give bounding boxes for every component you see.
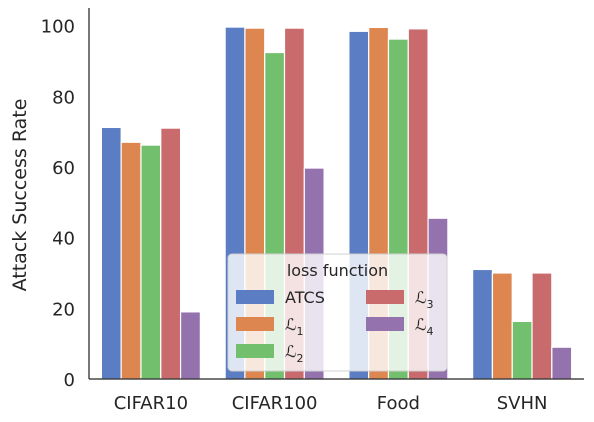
y-tick-label: 60 [52, 158, 75, 179]
legend-swatch [366, 290, 404, 304]
bar-atcs-cifar10 [100, 126, 122, 380]
bar-atcs-svhn [472, 268, 494, 380]
legend-box [227, 253, 448, 372]
y-tick-label: 80 [52, 87, 75, 108]
legend-title: loss function [287, 261, 388, 280]
bar-l3-cifar10 [160, 127, 182, 380]
y-tick-label: 0 [64, 370, 75, 391]
y-tick-label: 40 [52, 229, 75, 250]
legend-item: ℒ1 [236, 315, 304, 338]
x-axis-ticks: CIFAR10 CIFAR100 Food SVHN [114, 393, 548, 414]
legend-swatch [236, 290, 274, 304]
y-tick-label: 20 [52, 299, 75, 320]
y-axis-label: Attack Success Rate [9, 99, 31, 292]
legend-swatch [236, 317, 274, 331]
legend-swatch [236, 344, 274, 358]
bar-l2-cifar10 [140, 144, 162, 380]
y-axis-ticks: 0 20 40 60 80 100 [41, 17, 75, 391]
x-tick-label: CIFAR10 [114, 393, 188, 414]
bar-l4-svhn [551, 346, 573, 380]
bar-l1-svhn [491, 272, 513, 380]
x-tick-label: Food [377, 393, 420, 414]
legend-swatch [366, 317, 404, 331]
x-tick-label: SVHN [497, 393, 548, 414]
x-tick-label: CIFAR100 [232, 393, 318, 414]
bar-l2-svhn [511, 320, 533, 380]
bar-l1-cifar10 [120, 141, 142, 380]
legend-label: ATCS [285, 288, 325, 307]
y-tick-label: 100 [41, 17, 75, 38]
bar-l4-cifar10 [179, 311, 201, 380]
bar-l3-svhn [531, 272, 553, 380]
legend-item: ATCS [236, 288, 325, 307]
